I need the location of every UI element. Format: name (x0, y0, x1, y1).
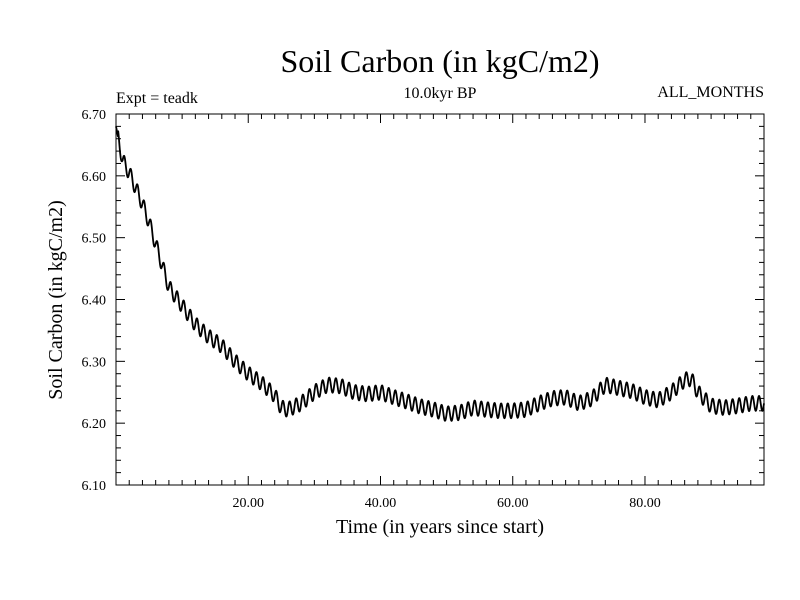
y-tick-label: 6.40 (82, 294, 107, 309)
soil-carbon-series-line (115, 126, 765, 422)
y-tick-label: 6.60 (82, 170, 107, 185)
x-axis-label: Time (in years since start) (336, 516, 544, 538)
y-axis-label: Soil Carbon (in kgC/m2) (45, 200, 67, 399)
x-tick-label: 40.00 (365, 496, 397, 511)
y-tick-label: 6.50 (82, 232, 107, 247)
ticks-group (116, 114, 764, 485)
series-group (115, 126, 765, 422)
months-label: ALL_MONTHS (657, 84, 764, 101)
y-tick-label: 6.20 (82, 417, 107, 432)
plot-frame-group (115, 113, 765, 486)
y-tick-label: 6.30 (82, 355, 107, 370)
plot-frame (115, 113, 765, 486)
experiment-label: Expt = teadk (116, 90, 198, 107)
x-tick-label: 60.00 (497, 496, 529, 511)
tick-labels-group: 20.00 40.00 60.00 80.00 6.10 6.20 6.30 6.40 6.50… (82, 108, 661, 511)
x-tick-label: 80.00 (629, 496, 661, 511)
chart-title: Soil Carbon (in kgC/m2) (280, 43, 599, 79)
y-tick-label: 6.10 (82, 479, 107, 494)
chart-subtitle: 10.0kyr BP (404, 85, 477, 102)
x-tick-label: 20.00 (232, 496, 264, 511)
y-tick-label: 6.70 (82, 108, 107, 123)
